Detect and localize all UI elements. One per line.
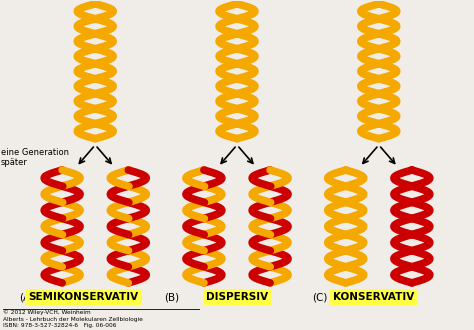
Text: SEMIKONSERVATIV: SEMIKONSERVATIV [28,292,138,302]
Text: später: später [0,158,27,167]
Text: (A): (A) [19,292,35,302]
Text: (B): (B) [164,292,179,302]
Text: eine Generation: eine Generation [0,148,69,157]
Text: (C): (C) [313,292,328,302]
Text: © 2012 Wiley-VCH, Weinheim
Alberts - Lehrbuch der Molekularen Zellbiologie
ISBN:: © 2012 Wiley-VCH, Weinheim Alberts - Leh… [3,310,143,328]
Text: DISPERSIV: DISPERSIV [206,292,268,302]
Text: KONSERVATIV: KONSERVATIV [333,292,415,302]
